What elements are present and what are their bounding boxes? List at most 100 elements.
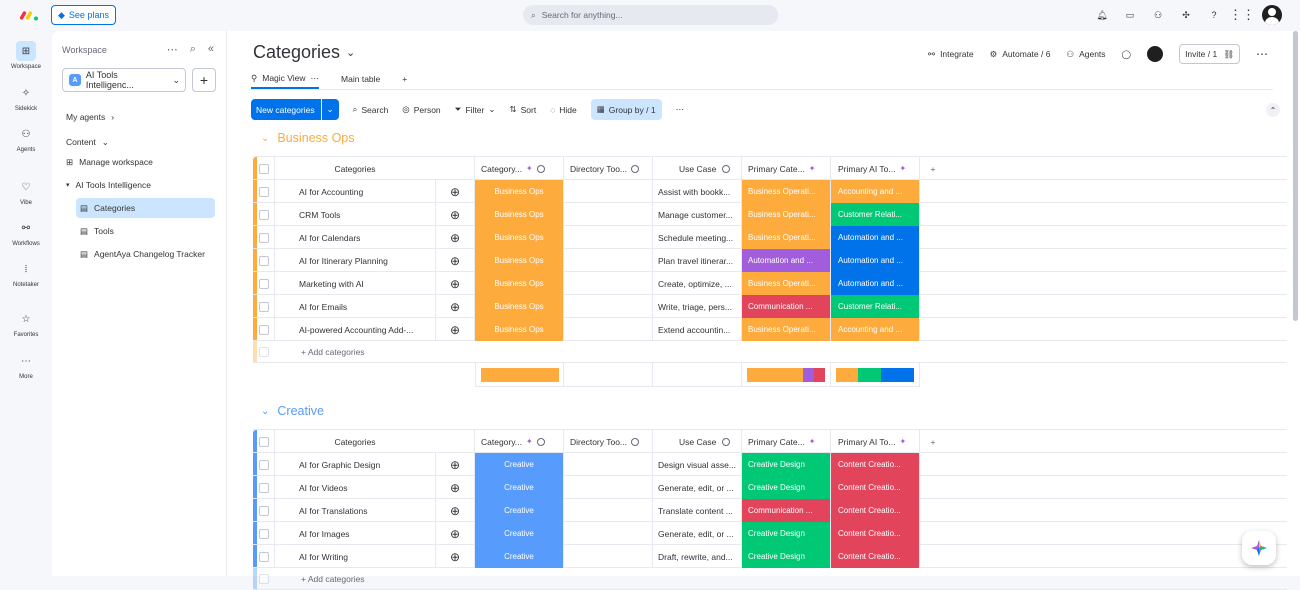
item-name[interactable]: CRM Tools <box>275 203 435 226</box>
tab-main-table[interactable]: Main table <box>341 69 380 89</box>
add-column-button[interactable]: + <box>930 163 936 174</box>
directory-cell[interactable] <box>564 499 653 522</box>
checkbox[interactable] <box>258 528 269 539</box>
category-status[interactable]: Business Ops <box>475 272 564 295</box>
use-case-cell[interactable]: Plan travel itinerar... <box>653 249 742 272</box>
collapse-header-button[interactable]: ⌃ <box>1266 103 1280 117</box>
board-title[interactable]: Categories ⌄ <box>253 42 355 63</box>
automate-button[interactable]: ⚙ Automate / 6 <box>990 49 1051 60</box>
select-all-checkbox[interactable] <box>253 430 275 453</box>
column-header-directory[interactable]: Directory Too... <box>564 430 653 453</box>
use-case-cell[interactable]: Translate content ... <box>653 499 742 522</box>
add-update-icon[interactable]: ⊕ <box>449 526 461 541</box>
item-name[interactable]: AI for Writing <box>275 545 435 568</box>
primary-category-status[interactable]: Business Operati... <box>742 318 831 341</box>
rail-item-sidekick[interactable]: ✧ Sidekick <box>0 83 52 113</box>
agents-button[interactable]: ⚇ Agents <box>1066 49 1105 60</box>
checkbox[interactable] <box>258 278 269 289</box>
select-all-checkbox[interactable] <box>253 157 275 180</box>
primary-tool-status[interactable]: Accounting and ... <box>831 318 920 341</box>
rail-item-vibe[interactable]: ♡ Vibe <box>0 177 52 207</box>
column-header-primary-category[interactable]: Primary Cate... ✦ <box>742 157 831 180</box>
add-update-icon[interactable]: ⊕ <box>449 457 461 472</box>
row-checkbox-cell[interactable] <box>253 249 275 272</box>
directory-cell[interactable] <box>564 522 653 545</box>
add-update-cell[interactable]: ⊕ <box>435 203 475 226</box>
directory-cell[interactable] <box>564 249 653 272</box>
row-checkbox-cell[interactable] <box>253 203 275 226</box>
category-status[interactable]: Creative <box>475 522 564 545</box>
checkbox[interactable] <box>258 301 269 312</box>
use-case-cell[interactable]: Schedule meeting... <box>653 226 742 249</box>
rail-item-workspace[interactable]: ⊞ Workspace <box>0 41 52 70</box>
checkbox[interactable] <box>258 232 269 243</box>
use-case-cell[interactable]: Design visual asse... <box>653 453 742 476</box>
nav-my-agents[interactable]: My agents › <box>62 107 217 127</box>
category-status[interactable]: Business Ops <box>475 226 564 249</box>
rail-item-more[interactable]: ⋯ More <box>0 351 52 381</box>
column-header-category[interactable]: Category... ✦ <box>475 430 564 453</box>
nav-content[interactable]: Content ⌄ <box>62 132 217 152</box>
use-case-cell[interactable]: Assist with bookk... <box>653 180 742 203</box>
primary-category-status[interactable]: Communication ... <box>742 499 831 522</box>
item-name[interactable]: AI for Videos <box>275 476 435 499</box>
search-icon[interactable]: ⌕ <box>189 43 196 55</box>
use-case-cell[interactable]: Extend accountin... <box>653 318 742 341</box>
nav-board-tools[interactable]: ▤ Tools <box>76 221 215 241</box>
more-options-icon[interactable]: ⋯ <box>675 104 685 114</box>
table-row[interactable]: AI for Accounting ⊕ Business Ops Assist wit… <box>253 180 1287 203</box>
primary-tool-status[interactable]: Content Creatio... <box>831 499 920 522</box>
more-options-icon[interactable]: ⋯ <box>310 72 320 83</box>
category-status[interactable]: Business Ops <box>475 318 564 341</box>
primary-category-status[interactable]: Communication ... <box>742 295 831 318</box>
category-status[interactable]: Business Ops <box>475 180 564 203</box>
inbox-icon[interactable]: ▭ <box>1125 9 1135 20</box>
primary-tool-status[interactable]: Content Creatio... <box>831 545 920 568</box>
add-update-cell[interactable]: ⊕ <box>435 318 475 341</box>
row-checkbox-cell[interactable] <box>253 295 275 318</box>
column-header-primary-category[interactable]: Primary Cate... ✦ <box>742 430 831 453</box>
row-checkbox-cell[interactable] <box>253 272 275 295</box>
primary-tool-status[interactable]: Content Creatio... <box>831 453 920 476</box>
filter-button[interactable]: ⏷ Filter ⌄ <box>455 104 496 115</box>
directory-cell[interactable] <box>564 226 653 249</box>
use-case-cell[interactable]: Create, optimize, ... <box>653 272 742 295</box>
add-update-icon[interactable]: ⊕ <box>449 276 461 291</box>
category-status[interactable]: Creative <box>475 476 564 499</box>
user-avatar[interactable] <box>1262 5 1282 25</box>
primary-category-status[interactable]: Creative Design <box>742 545 831 568</box>
add-item-row[interactable]: + Add categories <box>253 341 1287 363</box>
directory-cell[interactable] <box>564 180 653 203</box>
directory-cell[interactable] <box>564 203 653 226</box>
add-update-icon[interactable]: ⊕ <box>449 480 461 495</box>
column-header-use-case[interactable]: Use Case <box>653 430 742 453</box>
primary-tool-status[interactable]: Automation and ... <box>831 249 920 272</box>
rail-item-agents[interactable]: ⚇ Agents <box>0 124 52 154</box>
group-title[interactable]: ⌄ Creative <box>261 404 324 418</box>
column-header-category[interactable]: Category... ✦ <box>475 157 564 180</box>
table-row[interactable]: CRM Tools ⊕ Business Ops Manage customer...… <box>253 203 1287 226</box>
add-view-button[interactable]: + <box>402 74 408 84</box>
chevron-down-icon[interactable]: ⌄ <box>320 99 339 120</box>
add-update-cell[interactable]: ⊕ <box>435 249 475 272</box>
row-checkbox-cell[interactable] <box>253 522 275 545</box>
row-checkbox-cell[interactable] <box>253 226 275 249</box>
primary-tool-status[interactable]: Content Creatio... <box>831 522 920 545</box>
hide-button[interactable]: ◌ Hide <box>550 105 577 115</box>
group-title[interactable]: ⌄ Business Ops <box>261 131 355 145</box>
item-name[interactable]: AI-powered Accounting Add-... <box>275 318 435 341</box>
add-update-icon[interactable]: ⊕ <box>449 549 461 564</box>
add-update-cell[interactable]: ⊕ <box>435 226 475 249</box>
monday-logo[interactable] <box>20 8 40 22</box>
add-update-cell[interactable]: ⊕ <box>435 522 475 545</box>
nav-manage-workspace[interactable]: ⊞ Manage workspace <box>62 152 217 172</box>
search-button[interactable]: ⌕ Search <box>353 104 389 115</box>
item-name[interactable]: AI for Calendars <box>275 226 435 249</box>
primary-tool-status[interactable]: Customer Relati... <box>831 203 920 226</box>
chevron-down-icon[interactable]: ⌄ <box>261 132 270 144</box>
search-input[interactable]: ⌕ Search for anything... <box>523 5 778 25</box>
use-case-cell[interactable]: Draft, rewrite, and... <box>653 545 742 568</box>
add-update-cell[interactable]: ⊕ <box>435 272 475 295</box>
checkbox[interactable] <box>258 551 269 562</box>
more-options-icon[interactable]: ⋯ <box>1256 47 1268 61</box>
